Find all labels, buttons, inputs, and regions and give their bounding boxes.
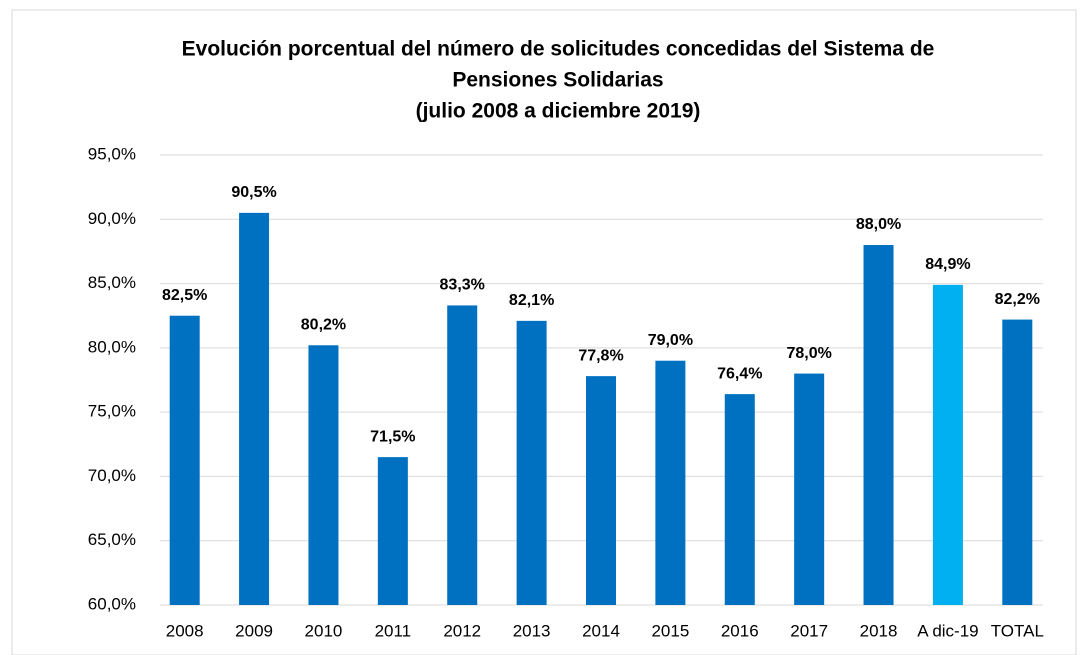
data-label: 82,2% <box>995 291 1040 308</box>
data-label: 83,3% <box>440 277 485 294</box>
y-tick-label: 80,0% <box>88 337 136 356</box>
bar <box>239 212 270 605</box>
data-label: 90,5% <box>231 184 276 201</box>
bar <box>586 376 616 605</box>
x-tick-label: 2017 <box>790 621 828 640</box>
bar <box>724 394 755 605</box>
data-label: 82,5% <box>162 287 207 304</box>
x-tick-label: 2013 <box>513 621 551 640</box>
data-label: 76,4% <box>717 365 762 382</box>
data-label: 88,0% <box>856 216 901 233</box>
data-label: 71,5% <box>370 428 415 445</box>
x-tick-label: A dic-19 <box>917 621 978 640</box>
data-label: 82,1% <box>509 292 554 309</box>
y-tick-label: 70,0% <box>88 466 136 485</box>
chart-title: (julio 2008 a diciembre 2019) <box>416 100 701 123</box>
x-tick-label: 2016 <box>721 621 759 640</box>
y-tick-label: 95,0% <box>88 144 136 163</box>
bar <box>863 245 894 605</box>
x-tick-label: 2012 <box>443 621 481 640</box>
x-tick-label: 2010 <box>305 621 343 640</box>
y-tick-label: 90,0% <box>88 209 136 228</box>
bar <box>447 305 478 605</box>
data-label: 77,8% <box>578 347 623 364</box>
x-tick-label: 2011 <box>375 621 412 640</box>
data-label: 84,9% <box>925 256 970 273</box>
x-tick-label: 2014 <box>582 621 620 640</box>
bar <box>932 284 963 605</box>
x-tick-label: 2008 <box>166 621 204 640</box>
bar <box>308 345 339 605</box>
bar <box>655 360 686 605</box>
chart-title: Pensiones Solidarias <box>452 69 663 92</box>
data-label: 79,0% <box>648 332 693 349</box>
chart-title: Evolución porcentual del número de solic… <box>182 38 935 61</box>
x-tick-label: 2018 <box>860 621 898 640</box>
x-tick-label: 2015 <box>651 621 689 640</box>
bar <box>1002 319 1033 605</box>
data-label: 80,2% <box>301 317 346 334</box>
x-tick-label: 2009 <box>235 621 273 640</box>
bar <box>794 373 825 605</box>
bar <box>516 320 547 605</box>
bar <box>169 315 200 605</box>
y-tick-label: 60,0% <box>88 594 136 613</box>
y-tick-label: 65,0% <box>88 530 136 549</box>
data-label: 78,0% <box>786 345 831 362</box>
y-tick-label: 85,0% <box>88 273 136 292</box>
x-tick-label: TOTAL <box>991 621 1044 640</box>
y-tick-label: 75,0% <box>88 402 136 421</box>
bar <box>377 457 408 605</box>
